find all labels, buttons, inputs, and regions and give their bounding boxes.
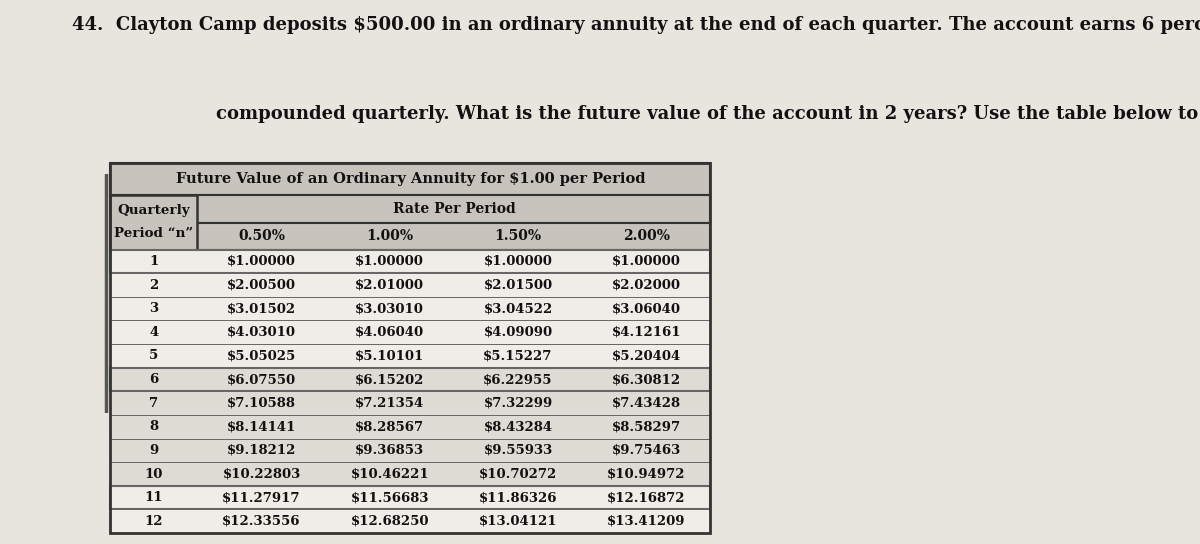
Text: $8.28567: $8.28567	[355, 421, 425, 433]
Text: $1.00000: $1.00000	[484, 255, 552, 268]
Bar	[110, 344, 710, 368]
Bar	[110, 195, 710, 223]
Text: $8.43284: $8.43284	[484, 421, 552, 433]
Text: Period “n”: Period “n”	[114, 227, 193, 240]
Text: $12.68250: $12.68250	[350, 515, 430, 528]
Text: $4.09090: $4.09090	[484, 326, 552, 339]
Text: 3: 3	[149, 302, 158, 315]
Text: $3.01502: $3.01502	[227, 302, 296, 315]
Text: $2.00500: $2.00500	[227, 279, 296, 292]
Text: 2: 2	[149, 279, 158, 292]
Bar	[110, 297, 710, 320]
Text: Quarterly: Quarterly	[118, 204, 191, 217]
Bar	[110, 273, 710, 297]
Text: $3.04522: $3.04522	[484, 302, 553, 315]
Text: $8.58297: $8.58297	[612, 421, 680, 433]
Text: $5.20404: $5.20404	[612, 349, 680, 362]
Text: $1.00000: $1.00000	[355, 255, 425, 268]
Text: 8: 8	[149, 421, 158, 433]
Text: 6: 6	[149, 373, 158, 386]
Text: 44.  Clayton Camp deposits $500.00 in an ordinary annuity at the end of each qua: 44. Clayton Camp deposits $500.00 in an …	[72, 16, 1200, 34]
Text: $6.07550: $6.07550	[227, 373, 296, 386]
Text: $5.05025: $5.05025	[227, 349, 296, 362]
Text: $11.56683: $11.56683	[350, 491, 430, 504]
Text: $11.27917: $11.27917	[222, 491, 301, 504]
Text: $9.75463: $9.75463	[612, 444, 680, 457]
Text: $10.94972: $10.94972	[607, 467, 685, 480]
Text: 12: 12	[145, 515, 163, 528]
Text: $10.22803: $10.22803	[222, 467, 301, 480]
Text: $10.70272: $10.70272	[479, 467, 557, 480]
Bar	[110, 462, 710, 486]
Text: 5: 5	[149, 349, 158, 362]
Text: 10: 10	[145, 467, 163, 480]
Text: $6.15202: $6.15202	[355, 373, 425, 386]
Text: $3.03010: $3.03010	[355, 302, 425, 315]
Text: $9.55933: $9.55933	[484, 444, 553, 457]
Text: $7.10588: $7.10588	[227, 397, 296, 410]
Bar	[110, 415, 710, 438]
Text: $5.15227: $5.15227	[484, 349, 553, 362]
Text: 4: 4	[149, 326, 158, 339]
Text: $7.21354: $7.21354	[355, 397, 425, 410]
Text: $6.22955: $6.22955	[484, 373, 553, 386]
Bar	[110, 368, 710, 391]
Text: $5.10101: $5.10101	[355, 349, 425, 362]
Text: 9: 9	[149, 444, 158, 457]
Text: $2.01000: $2.01000	[355, 279, 425, 292]
Text: $4.12161: $4.12161	[612, 326, 682, 339]
Text: 1.00%: 1.00%	[366, 230, 413, 243]
Text: $1.00000: $1.00000	[612, 255, 680, 268]
Text: $9.18212: $9.18212	[227, 444, 296, 457]
Text: $1.00000: $1.00000	[227, 255, 296, 268]
Bar	[110, 163, 710, 195]
Text: $4.06040: $4.06040	[355, 326, 425, 339]
Text: $2.01500: $2.01500	[484, 279, 552, 292]
Text: 1: 1	[149, 255, 158, 268]
Bar	[110, 223, 710, 250]
Bar	[110, 486, 710, 510]
Text: Future Value of an Ordinary Annuity for $1.00 per Period: Future Value of an Ordinary Annuity for …	[175, 172, 646, 186]
Text: $4.03010: $4.03010	[227, 326, 296, 339]
Text: $7.32299: $7.32299	[484, 397, 553, 410]
Text: 0.50%: 0.50%	[238, 230, 286, 243]
Bar	[110, 391, 710, 415]
Text: $6.30812: $6.30812	[612, 373, 680, 386]
Text: $2.02000: $2.02000	[612, 279, 680, 292]
Text: $13.04121: $13.04121	[479, 515, 557, 528]
Text: 11: 11	[145, 491, 163, 504]
Bar	[110, 195, 197, 250]
Text: $3.06040: $3.06040	[612, 302, 680, 315]
Text: 7: 7	[149, 397, 158, 410]
Text: 1.50%: 1.50%	[494, 230, 541, 243]
Bar	[110, 250, 710, 273]
Text: 2.00%: 2.00%	[623, 230, 670, 243]
Text: $7.43428: $7.43428	[612, 397, 680, 410]
Text: $13.41209: $13.41209	[607, 515, 685, 528]
Text: $10.46221: $10.46221	[350, 467, 430, 480]
Bar	[110, 510, 710, 533]
Text: $9.36853: $9.36853	[355, 444, 425, 457]
Text: $12.16872: $12.16872	[607, 491, 685, 504]
Text: $11.86326: $11.86326	[479, 491, 557, 504]
Text: compounded quarterly. What is the future value of the account in 2 years? Use th: compounded quarterly. What is the future…	[216, 105, 1200, 123]
Text: $8.14141: $8.14141	[227, 421, 296, 433]
Bar	[110, 320, 710, 344]
Bar	[110, 438, 710, 462]
Text: $12.33556: $12.33556	[222, 515, 301, 528]
Text: Rate Per Period: Rate Per Period	[392, 202, 515, 216]
